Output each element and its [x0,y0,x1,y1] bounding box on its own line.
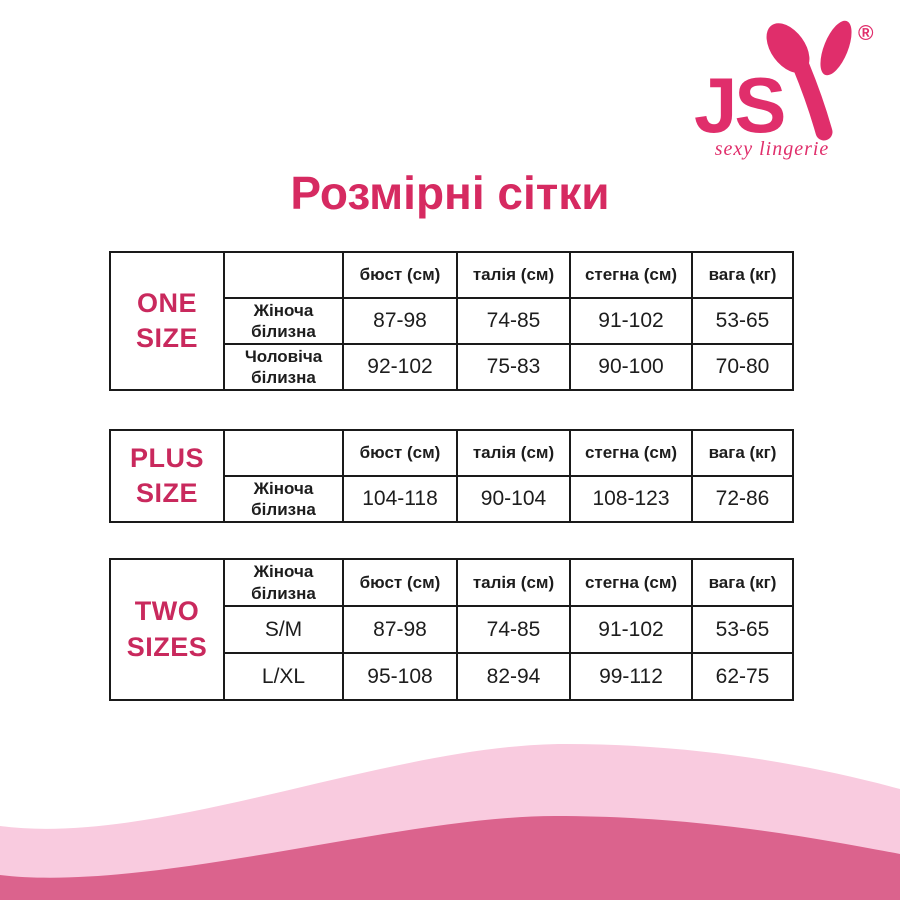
measurement-value: 87-98 [342,605,458,654]
header-row-label [223,429,344,477]
logo-tagline: sexy lingerie [715,138,830,160]
row-label: Чоловіча білизна [223,343,344,391]
column-header: вага (кг) [691,558,794,607]
table-row: Жіноча білизна 87-98 74-85 91-102 53-65 [110,297,794,345]
header-row: TWO SIZES Жіноча білизна бюст (см) талія (с… [109,558,794,701]
column-header: стегна (см) [569,251,693,299]
header-row-label [223,251,344,299]
logo-y-leaf-left-icon [766,23,810,73]
column-header: вага (кг) [691,251,794,299]
measurement-value: 91-102 [569,605,693,654]
measurement-value: 74-85 [456,605,571,654]
measurement-value: 90-104 [456,475,571,523]
measurement-value: 62-75 [691,652,794,701]
measurement-value: 82-94 [456,652,571,701]
size-table-plus-size: PLUS SIZE бюст (см) талія (см) стегна (см) в… [109,429,794,523]
table-row: S/M 87-98 74-85 91-102 53-65 [110,605,794,654]
size-group-label: TWO SIZES [109,558,225,701]
measurement-value: 72-86 [691,475,794,523]
row-label: S/M [223,605,344,654]
measurement-value: 53-65 [691,605,794,654]
table-row: Жіноча білизна 104-118 90-104 108-123 72-86 [110,475,794,523]
measurement-value: 70-80 [691,343,794,391]
logo-y-leaf-right-icon [820,20,852,76]
measurement-value: 53-65 [691,297,794,345]
measurement-value: 95-108 [342,652,458,701]
column-header: бюст (см) [342,558,458,607]
row-label: Жіноча білизна [223,475,344,523]
decorative-waves [0,744,900,900]
header-row-label: Жіноча білизна [223,558,344,607]
column-header: стегна (см) [569,558,693,607]
column-header: талія (см) [456,251,571,299]
header-row: PLUS SIZE бюст (см) талія (см) стегна (см) в… [109,429,794,523]
jsy-logo: JS ® sexy lingerie [694,20,874,160]
logo-text-js: JS [694,61,783,149]
header-row: ONE SIZE бюст (см) талія (см) стегна (см) ва… [109,251,794,391]
size-table-one-size: ONE SIZE бюст (см) талія (см) стегна (см) ва… [109,251,794,391]
column-header: вага (кг) [691,429,794,477]
row-label: L/XL [223,652,344,701]
column-header: стегна (см) [569,429,693,477]
table-row: Чоловіча білизна 92-102 75-83 90-100 70-80 [110,343,794,391]
registered-trademark-icon: ® [858,22,874,45]
column-header: талія (см) [456,558,571,607]
logo-y-stem-shape [792,57,833,141]
column-header: бюст (см) [342,251,458,299]
column-header: талія (см) [456,429,571,477]
measurement-value: 75-83 [456,343,571,391]
measurement-value: 87-98 [342,297,458,345]
measurement-value: 91-102 [569,297,693,345]
table-row: L/XL 95-108 82-94 99-112 62-75 [110,652,794,701]
measurement-value: 108-123 [569,475,693,523]
page-title: Розмірні сітки [290,167,610,219]
size-group-label: ONE SIZE [109,251,225,391]
measurement-value: 99-112 [569,652,693,701]
row-label: Жіноча білизна [223,297,344,345]
size-table-two-sizes: TWO SIZES Жіноча білизна бюст (см) талія (с… [109,558,794,701]
measurement-value: 90-100 [569,343,693,391]
measurement-value: 74-85 [456,297,571,345]
measurement-value: 92-102 [342,343,458,391]
wave-dark-shape [0,816,900,900]
column-header: бюст (см) [342,429,458,477]
measurement-value: 104-118 [342,475,458,523]
size-group-label: PLUS SIZE [109,429,225,523]
